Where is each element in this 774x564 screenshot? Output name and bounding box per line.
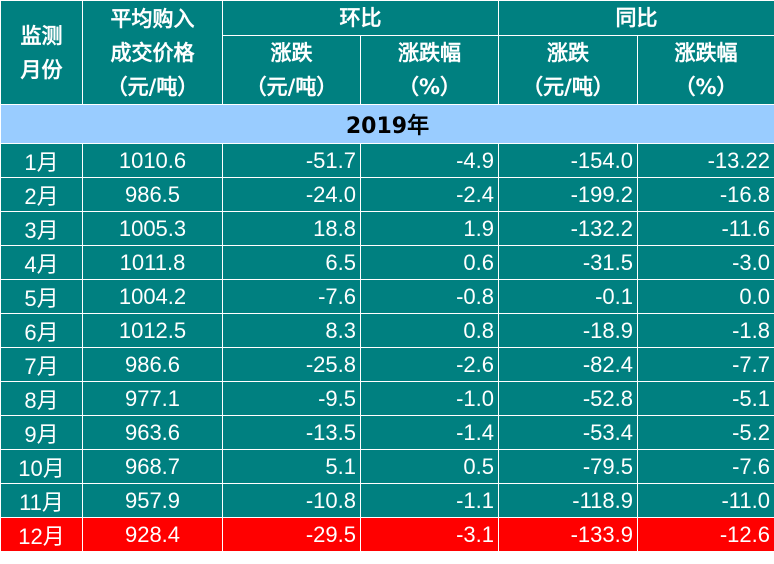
price-cell: 977.1 [82, 381, 223, 416]
mom-pct-cell: -0.8 [360, 279, 499, 314]
yoy-change-header: 涨跌 （元/吨） [498, 35, 638, 105]
mom-change-cell: -9.5 [222, 381, 361, 416]
yoy-change-cell: -82.4 [498, 347, 638, 382]
price-header: 平均购入 成交价格 （元/吨） [82, 0, 223, 105]
price-cell: 1005.3 [82, 211, 223, 246]
mom-header: 环比 [222, 0, 499, 36]
month-header: 监测 月份 [0, 0, 83, 105]
yoy-change-cell: -199.2 [498, 177, 638, 212]
yoy-change-cell: -52.8 [498, 381, 638, 416]
month-cell: 10月 [0, 449, 83, 484]
year-row: 2019年 [0, 104, 774, 144]
yoy-change-cell: -18.9 [498, 313, 638, 348]
table-row: 4月 1011.8 6.5 0.6 -31.5 -3.0 [0, 245, 774, 280]
mom-pct-header: 涨跌幅 （%） [360, 35, 499, 105]
yoy-change-cell: -53.4 [498, 415, 638, 450]
month-cell: 7月 [0, 347, 83, 382]
yoy-pct-cell: -7.7 [637, 347, 774, 382]
table-row: 9月 963.6 -13.5 -1.4 -53.4 -5.2 [0, 415, 774, 450]
month-cell: 5月 [0, 279, 83, 314]
table-row: 3月 1005.3 18.8 1.9 -132.2 -11.6 [0, 211, 774, 246]
mom-change-cell: 5.1 [222, 449, 361, 484]
yoy-pct-cell: -3.0 [637, 245, 774, 280]
price-cell: 928.4 [82, 517, 223, 552]
mom-change-cell: -51.7 [222, 143, 361, 178]
table-row: 1月 1010.6 -51.7 -4.9 -154.0 -13.22 [0, 143, 774, 178]
mom-change-cell: -29.5 [222, 517, 361, 552]
yoy-pct-cell: -5.1 [637, 381, 774, 416]
mom-pct-cell: -1.0 [360, 381, 499, 416]
month-cell: 2月 [0, 177, 83, 212]
mom-pct-cell: 1.9 [360, 211, 499, 246]
table-row: 7月 986.6 -25.8 -2.6 -82.4 -7.7 [0, 347, 774, 382]
mom-pct-cell: 0.5 [360, 449, 499, 484]
price-cell: 1010.6 [82, 143, 223, 178]
mom-pct-cell: -2.4 [360, 177, 499, 212]
mom-pct-cell: -3.1 [360, 517, 499, 552]
mom-change-cell: 8.3 [222, 313, 361, 348]
month-cell: 6月 [0, 313, 83, 348]
table-row: 2月 986.5 -24.0 -2.4 -199.2 -16.8 [0, 177, 774, 212]
mom-pct-cell: -4.9 [360, 143, 499, 178]
price-cell: 957.9 [82, 483, 223, 518]
yoy-pct-cell: -12.6 [637, 517, 774, 552]
mom-change-cell: -25.8 [222, 347, 361, 382]
mom-change-cell: 18.8 [222, 211, 361, 246]
yoy-change-cell: -0.1 [498, 279, 638, 314]
mom-pct-cell: 0.8 [360, 313, 499, 348]
yoy-change-cell: -133.9 [498, 517, 638, 552]
month-cell: 11月 [0, 483, 83, 518]
header-row-1: 监测 月份 平均购入 成交价格 （元/吨） 环比 同比 [0, 0, 774, 105]
month-cell: 4月 [0, 245, 83, 280]
price-cell: 986.5 [82, 177, 223, 212]
month-cell: 9月 [0, 415, 83, 450]
yoy-change-cell: -118.9 [498, 483, 638, 518]
table-row: 11月 957.9 -10.8 -1.1 -118.9 -11.0 [0, 483, 774, 518]
yoy-change-cell: -132.2 [498, 211, 638, 246]
price-table: 监测 月份 平均购入 成交价格 （元/吨） 环比 同比 涨跌 （元/吨） 涨跌幅… [0, 0, 774, 552]
mom-change-cell: -10.8 [222, 483, 361, 518]
yoy-change-cell: -154.0 [498, 143, 638, 178]
yoy-pct-cell: -13.22 [637, 143, 774, 178]
month-cell: 12月 [0, 517, 83, 552]
mom-change-cell: -24.0 [222, 177, 361, 212]
yoy-pct-cell: -11.6 [637, 211, 774, 246]
month-cell: 8月 [0, 381, 83, 416]
price-cell: 1011.8 [82, 245, 223, 280]
table-row: 6月 1012.5 8.3 0.8 -18.9 -1.8 [0, 313, 774, 348]
yoy-pct-cell: -11.0 [637, 483, 774, 518]
yoy-change-cell: -31.5 [498, 245, 638, 280]
mom-change-cell: -13.5 [222, 415, 361, 450]
mom-change-cell: -7.6 [222, 279, 361, 314]
table-row: 12月 928.4 -29.5 -3.1 -133.9 -12.6 [0, 517, 774, 552]
mom-pct-cell: -1.1 [360, 483, 499, 518]
yoy-change-cell: -79.5 [498, 449, 638, 484]
mom-pct-cell: 0.6 [360, 245, 499, 280]
price-cell: 968.7 [82, 449, 223, 484]
mom-change-cell: 6.5 [222, 245, 361, 280]
mom-pct-cell: -1.4 [360, 415, 499, 450]
table-row: 5月 1004.2 -7.6 -0.8 -0.1 0.0 [0, 279, 774, 314]
price-cell: 986.6 [82, 347, 223, 382]
price-cell: 1012.5 [82, 313, 223, 348]
price-cell: 1004.2 [82, 279, 223, 314]
yoy-header: 同比 [498, 0, 774, 36]
month-cell: 1月 [0, 143, 83, 178]
month-cell: 3月 [0, 211, 83, 246]
yoy-pct-cell: -1.8 [637, 313, 774, 348]
yoy-pct-cell: -5.2 [637, 415, 774, 450]
yoy-pct-cell: -16.8 [637, 177, 774, 212]
yoy-pct-cell: -7.6 [637, 449, 774, 484]
table-row: 8月 977.1 -9.5 -1.0 -52.8 -5.1 [0, 381, 774, 416]
table-row: 10月 968.7 5.1 0.5 -79.5 -7.6 [0, 449, 774, 484]
yoy-pct-cell: 0.0 [637, 279, 774, 314]
mom-change-header: 涨跌 （元/吨） [222, 35, 361, 105]
year-label: 2019年 [0, 104, 774, 144]
price-cell: 963.6 [82, 415, 223, 450]
mom-pct-cell: -2.6 [360, 347, 499, 382]
yoy-pct-header: 涨跌幅 （%） [637, 35, 774, 105]
